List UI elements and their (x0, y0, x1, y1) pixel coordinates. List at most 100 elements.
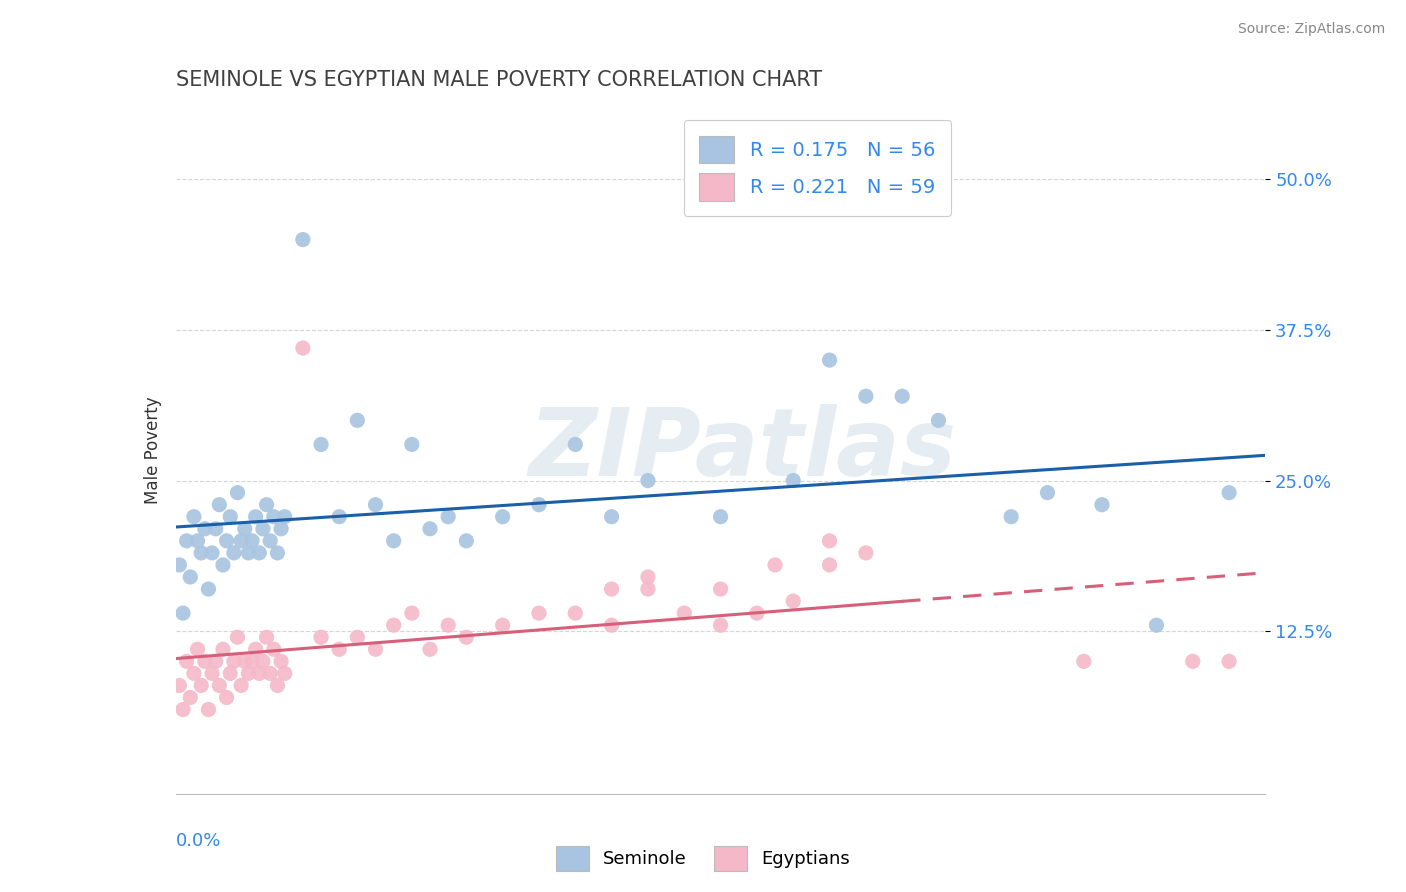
Point (186, 642, 209, 657)
Point (1036, 485, 1059, 500)
Point (169, 678, 191, 692)
Point (456, 533, 478, 548)
Point (231, 533, 253, 548)
Point (252, 654, 274, 668)
Point (1181, 654, 1204, 668)
Point (401, 437, 423, 451)
Point (1218, 485, 1240, 500)
Point (238, 546, 260, 560)
Text: ZIPatlas: ZIPatlas (529, 404, 956, 497)
Point (179, 570, 201, 584)
Point (215, 533, 238, 548)
Text: 0.0%: 0.0% (176, 831, 221, 850)
Point (183, 509, 205, 524)
Point (263, 642, 285, 657)
Point (855, 546, 877, 560)
Point (208, 678, 231, 692)
Point (212, 558, 235, 572)
Point (401, 606, 423, 620)
Point (419, 642, 441, 657)
Y-axis label: Male Poverty: Male Poverty (143, 397, 162, 504)
Point (600, 582, 623, 596)
Point (233, 522, 256, 536)
Point (637, 474, 659, 488)
Point (270, 654, 292, 668)
Point (172, 606, 194, 620)
Point (328, 642, 350, 657)
Point (245, 509, 267, 524)
Point (226, 485, 249, 500)
Point (238, 666, 260, 681)
Point (346, 413, 368, 427)
Legend: Seminole, Egyptians: Seminole, Egyptians (548, 838, 858, 879)
Point (419, 522, 441, 536)
Point (328, 509, 350, 524)
Point (190, 678, 212, 692)
Point (179, 690, 201, 705)
Point (1218, 654, 1240, 668)
Point (201, 666, 224, 681)
Point (710, 618, 733, 632)
Point (492, 618, 515, 632)
Point (215, 690, 238, 705)
Point (176, 654, 198, 668)
Point (194, 654, 217, 668)
Point (527, 606, 550, 620)
Point (270, 522, 292, 536)
Point (382, 618, 405, 632)
Point (364, 642, 387, 657)
Point (1091, 498, 1114, 512)
Point (928, 413, 950, 427)
Point (256, 498, 278, 512)
Point (240, 654, 263, 668)
Point (204, 654, 226, 668)
Point (456, 630, 478, 644)
Point (186, 533, 209, 548)
Point (266, 546, 288, 560)
Point (219, 666, 242, 681)
Point (274, 666, 297, 681)
Point (818, 353, 841, 368)
Point (818, 533, 841, 548)
Point (231, 678, 253, 692)
Point (782, 474, 804, 488)
Point (259, 666, 281, 681)
Point (382, 533, 405, 548)
Point (710, 582, 733, 596)
Point (564, 437, 586, 451)
Point (208, 498, 231, 512)
Point (291, 341, 314, 355)
Point (222, 654, 245, 668)
Point (637, 582, 659, 596)
Point (226, 630, 249, 644)
Point (222, 546, 245, 560)
Point (266, 678, 288, 692)
Point (1146, 618, 1168, 632)
Point (437, 618, 460, 632)
Point (1000, 509, 1022, 524)
Point (527, 498, 550, 512)
Point (201, 546, 224, 560)
Point (176, 533, 198, 548)
Point (637, 570, 659, 584)
Point (818, 558, 841, 572)
Point (745, 606, 768, 620)
Point (1073, 654, 1095, 668)
Point (252, 522, 274, 536)
Point (364, 498, 387, 512)
Point (190, 546, 212, 560)
Point (245, 642, 267, 657)
Point (763, 558, 786, 572)
Point (204, 522, 226, 536)
Text: SEMINOLE VS EGYPTIAN MALE POVERTY CORRELATION CHART: SEMINOLE VS EGYPTIAN MALE POVERTY CORREL… (176, 70, 823, 90)
Text: Source: ZipAtlas.com: Source: ZipAtlas.com (1237, 22, 1385, 37)
Point (240, 533, 263, 548)
Point (492, 509, 515, 524)
Point (263, 509, 285, 524)
Point (600, 509, 623, 524)
Point (219, 509, 242, 524)
Point (197, 582, 219, 596)
Point (197, 702, 219, 716)
Point (259, 533, 281, 548)
Point (247, 546, 270, 560)
